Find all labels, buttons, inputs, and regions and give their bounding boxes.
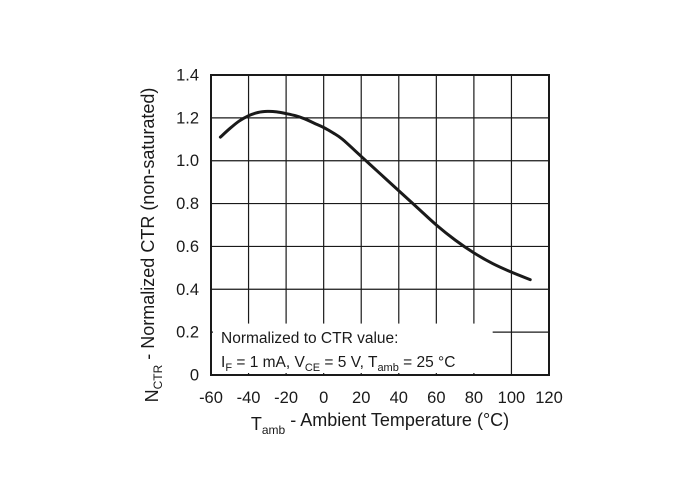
x-tick-labels: -60 -40 -20 0 20 40 60 80 100 120 [199,389,563,407]
annotation-line-2: IF = 1 mA, VCE = 5 V, Tamb = 25 °C [221,354,455,374]
x-axis-label-main: T [251,414,262,434]
x-tick-label: 20 [352,389,370,407]
y-axis-label-rest: - Normalized CTR (non-saturated) [138,88,158,365]
annotation-background [213,323,493,373]
annotation-text-part: amb [377,362,398,374]
x-tick-label: 120 [535,389,563,407]
x-tick-label: 0 [319,389,328,407]
y-tick-label: 1.4 [176,67,199,85]
annotation-line-1: Normalized to CTR value: [221,330,398,347]
annotation-text-part: I [221,354,225,371]
series-line [218,109,532,282]
y-tick-label: 0.8 [176,195,199,213]
x-axis-label-rest: - Ambient Temperature (°C) [285,410,509,430]
annotation-text-part: = 1 mA, V [232,354,305,371]
y-axis-label-sub: CTR [151,364,165,389]
annotation-text-part: = 25 °C [399,354,456,371]
x-tick-label: -20 [274,389,298,407]
annotation-text-part: CE [305,362,320,374]
x-axis-label-sub: amb [262,423,286,437]
x-tick-label: 100 [498,389,526,407]
y-tick-label: 0.6 [176,238,199,256]
y-tick-label: 1.0 [176,152,199,170]
y-axis-label: NCTR - Normalized CTR (non-saturated) [138,88,165,403]
y-tick-label: 0.4 [176,281,199,299]
x-tick-label: 80 [465,389,483,407]
annotation-text-part: = 5 V, T [320,354,378,371]
x-tick-label: -40 [237,389,261,407]
annotation-text-part: F [225,362,232,374]
y-tick-labels: 0 0.2 0.4 0.6 0.8 1.0 1.2 1.4 [176,67,199,385]
y-tick-label: 0.2 [176,324,199,342]
x-tick-label: -60 [199,389,223,407]
y-tick-label: 1.2 [176,109,199,127]
x-tick-label: 60 [427,389,445,407]
y-axis-label-main: N [142,389,162,402]
plot-frame [210,74,550,376]
x-axis-label: Tamb - Ambient Temperature (°C) [251,410,509,437]
y-tick-label: 0 [190,367,199,385]
x-tick-label: 40 [390,389,408,407]
